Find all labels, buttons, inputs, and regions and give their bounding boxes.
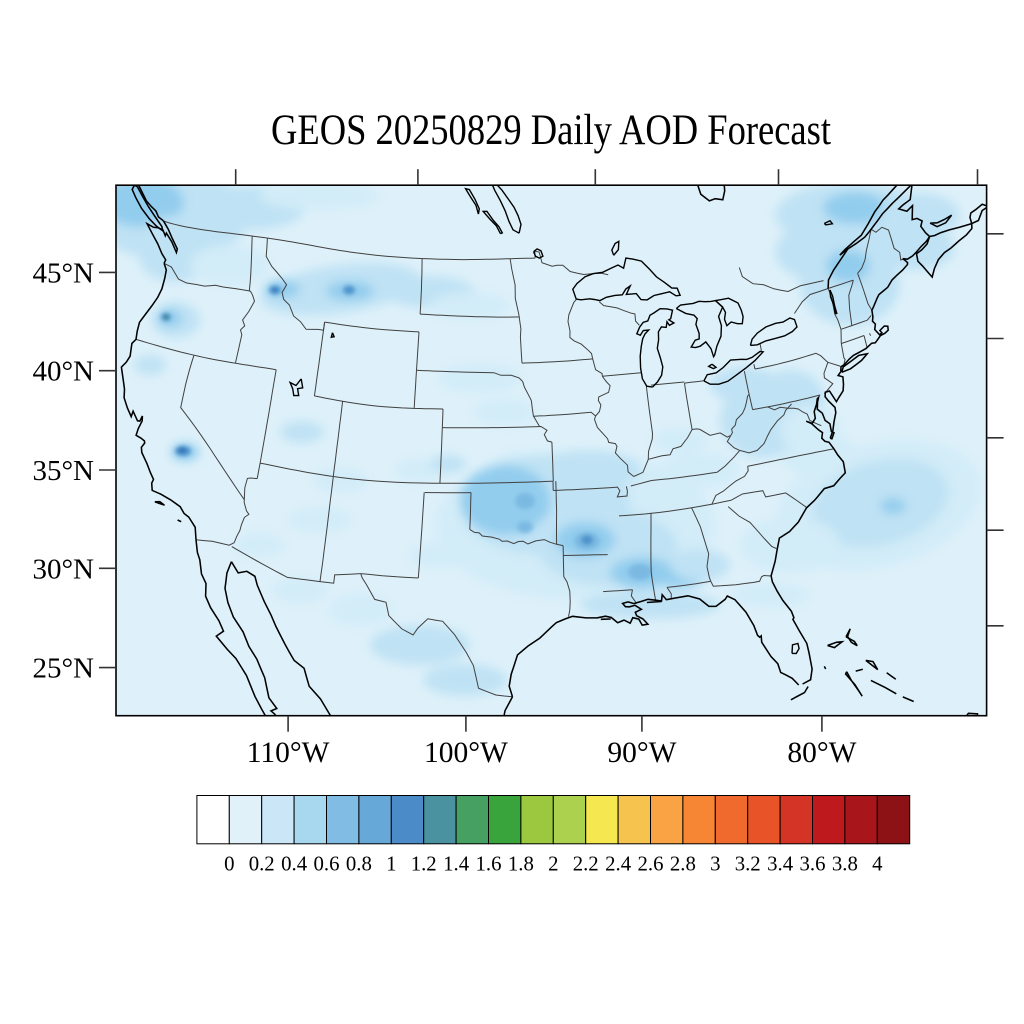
- svg-text:2: 2: [548, 853, 558, 876]
- svg-text:3: 3: [710, 853, 720, 876]
- svg-text:3.2: 3.2: [735, 853, 761, 876]
- svg-text:3.8: 3.8: [832, 853, 858, 876]
- svg-text:2.4: 2.4: [605, 853, 632, 876]
- svg-text:30°N: 30°N: [32, 553, 94, 585]
- svg-text:110°W: 110°W: [247, 737, 330, 769]
- svg-text:35°N: 35°N: [32, 455, 94, 487]
- svg-text:0.4: 0.4: [281, 853, 308, 876]
- svg-text:3.4: 3.4: [767, 853, 794, 876]
- svg-text:2.2: 2.2: [573, 853, 599, 876]
- svg-text:1.6: 1.6: [476, 853, 502, 876]
- svg-text:1.2: 1.2: [411, 853, 437, 876]
- svg-text:90°W: 90°W: [607, 737, 676, 769]
- svg-text:0.2: 0.2: [249, 853, 275, 876]
- svg-text:45°N: 45°N: [32, 257, 94, 289]
- svg-text:0.6: 0.6: [314, 853, 340, 876]
- svg-text:40°N: 40°N: [32, 356, 94, 388]
- svg-text:1.4: 1.4: [443, 853, 470, 876]
- svg-text:100°W: 100°W: [424, 737, 508, 769]
- svg-text:1: 1: [386, 853, 396, 876]
- svg-text:2.8: 2.8: [670, 853, 696, 876]
- svg-text:2.6: 2.6: [638, 853, 664, 876]
- svg-text:25°N: 25°N: [32, 653, 94, 685]
- svg-text:0: 0: [224, 853, 234, 876]
- svg-text:0.8: 0.8: [346, 853, 372, 876]
- svg-text:1.8: 1.8: [508, 853, 534, 876]
- svg-text:80°W: 80°W: [787, 737, 856, 769]
- svg-text:GEOS 20250829 Daily AOD Foreca: GEOS 20250829 Daily AOD Forecast: [271, 107, 831, 154]
- svg-text:3.6: 3.6: [800, 853, 826, 876]
- svg-text:4: 4: [872, 853, 883, 876]
